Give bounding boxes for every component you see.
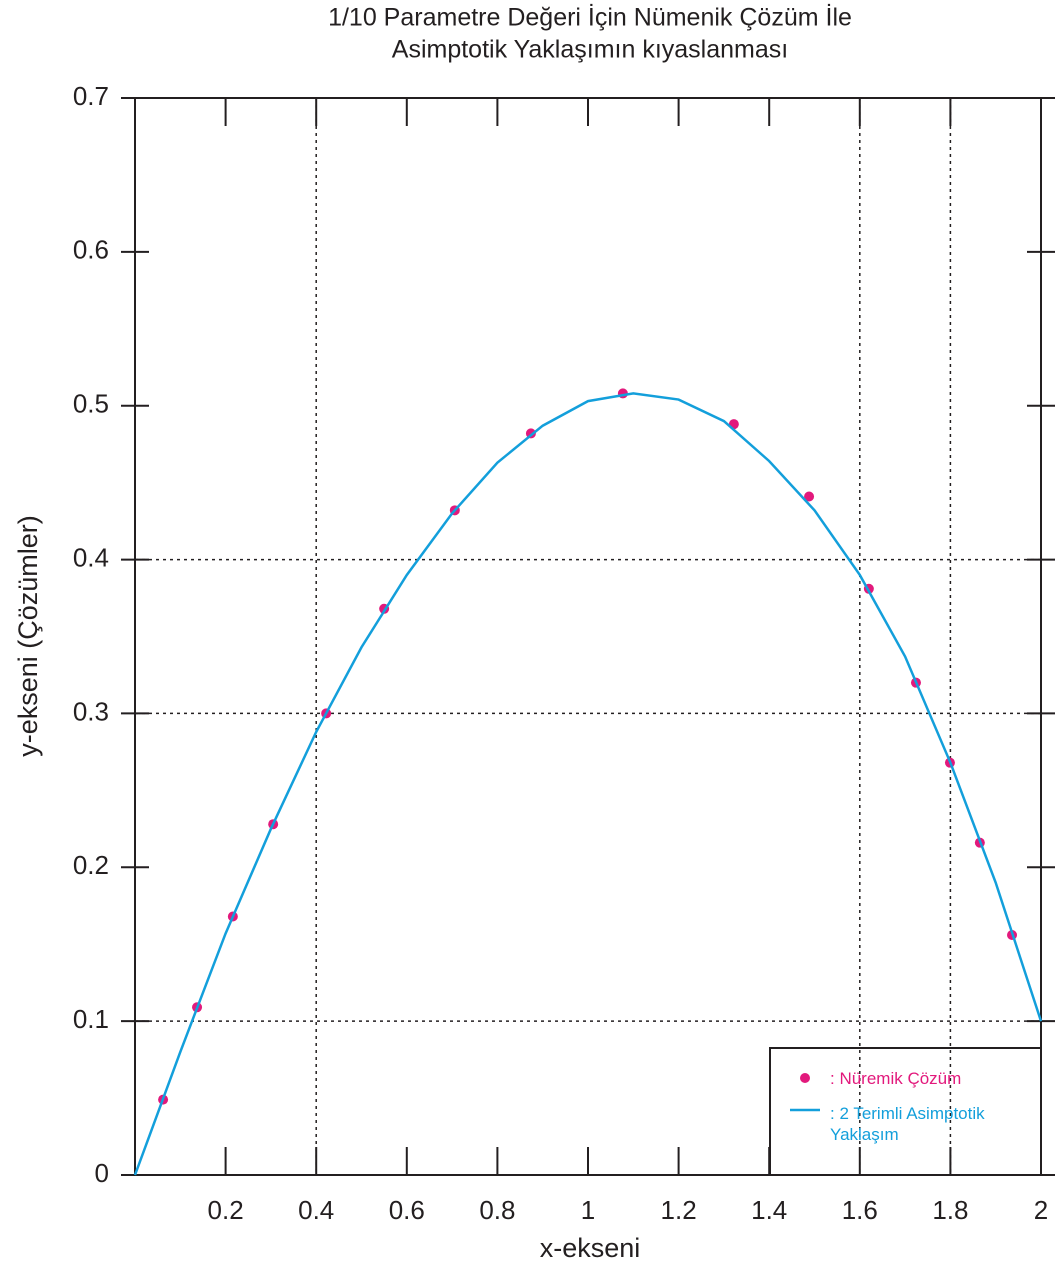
chart-title: 1/10 Parametre Değeri İçin Nümenik Çözüm… (328, 3, 852, 32)
chart-title: Asimptotik Yaklaşımın kıyaslanması (392, 36, 788, 64)
y-tick-label: 0.7 (73, 81, 109, 111)
y-tick-label: 0.6 (73, 235, 109, 265)
x-tick-label: 1.2 (661, 1195, 697, 1225)
x-tick-label: 1.8 (932, 1195, 968, 1225)
x-tick-label: 0.2 (208, 1195, 244, 1225)
y-axis-label: y-ekseni (Çözümler) (13, 515, 43, 757)
x-tick-label: 1 (581, 1195, 595, 1225)
line (135, 393, 1041, 1175)
legend-entry: : Nüremik Çözüm (830, 1068, 961, 1089)
x-tick-label: 0.4 (298, 1195, 334, 1225)
x-tick-label: 1.4 (751, 1195, 787, 1225)
y-tick-label: 0.5 (73, 389, 109, 419)
y-tick-label: 0.4 (73, 542, 109, 572)
x-tick-label: 0.6 (389, 1195, 425, 1225)
page: 1/10 Parametre Değeri İçin Nümenik Çözüm… (0, 0, 1061, 1270)
x-tick-label: 1.6 (842, 1195, 878, 1225)
y-tick-label: 0.2 (73, 850, 109, 880)
y-tick-label: 0.3 (73, 696, 109, 726)
legend-swatch (800, 1073, 810, 1083)
x-axis-label: x-ekseni (540, 1233, 641, 1263)
legend-entry: : 2 Terimli Asimptotik Yaklaşım (830, 1103, 995, 1145)
plot-frame (135, 98, 1041, 1175)
x-tick-label: 2 (1034, 1195, 1048, 1225)
x-tick-label: 0.8 (479, 1195, 515, 1225)
y-tick-label: 0 (95, 1158, 109, 1188)
y-tick-label: 0.1 (73, 1004, 109, 1034)
